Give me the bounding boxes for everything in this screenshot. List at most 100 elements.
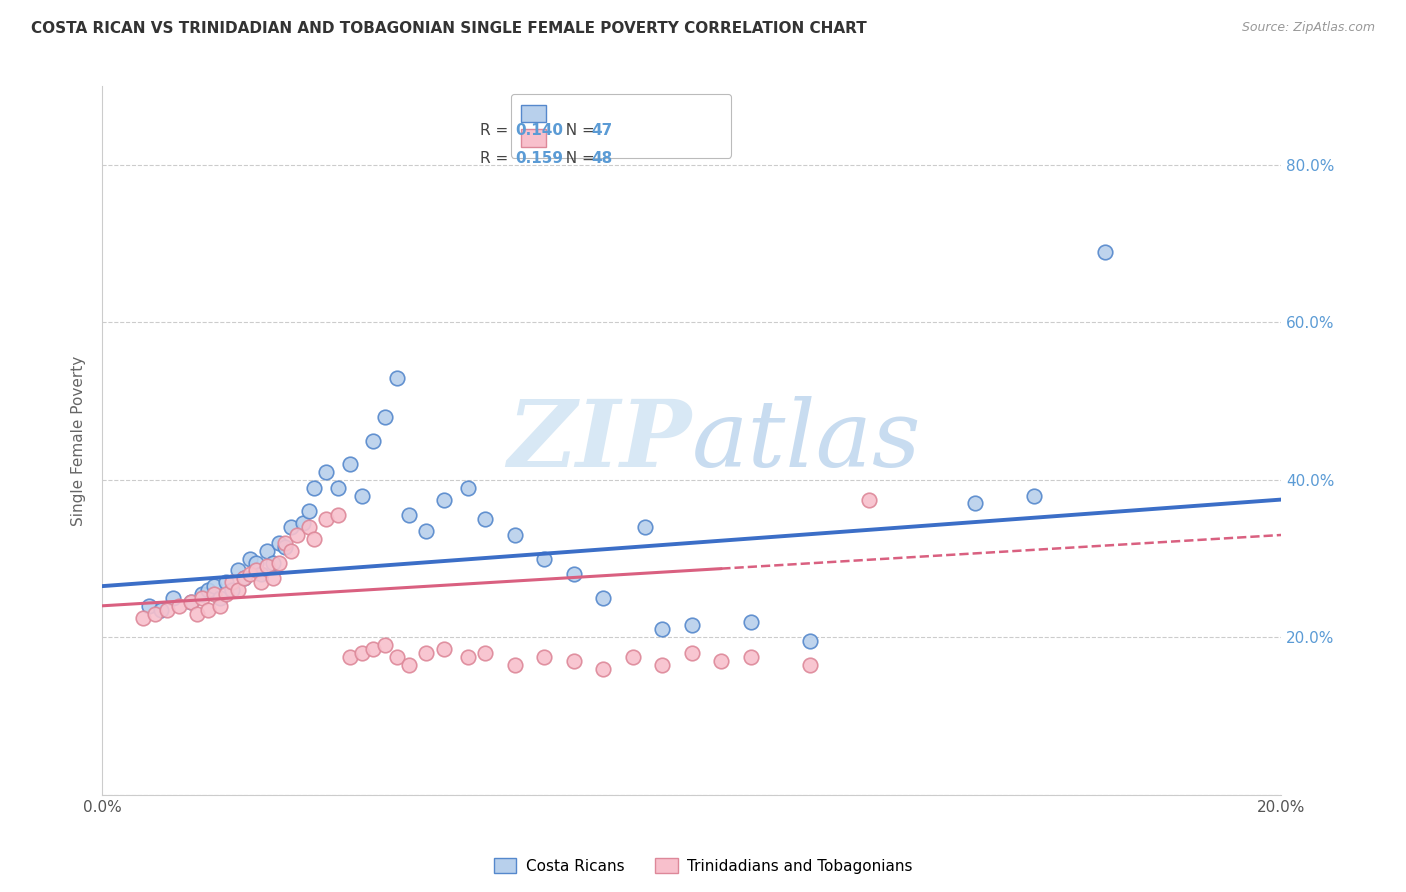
Text: ZIP: ZIP xyxy=(508,395,692,485)
Point xyxy=(256,559,278,574)
Y-axis label: Single Female Poverty: Single Female Poverty xyxy=(72,355,86,525)
Point xyxy=(186,607,208,621)
Point xyxy=(457,650,479,665)
Text: R =: R = xyxy=(479,123,513,137)
Point xyxy=(304,481,326,495)
Text: Source: ZipAtlas.com: Source: ZipAtlas.com xyxy=(1241,21,1375,35)
Point xyxy=(138,599,160,613)
Point xyxy=(385,650,408,665)
Legend:                                   ,                                   : , xyxy=(510,94,731,158)
Point xyxy=(339,650,361,665)
Point xyxy=(304,532,326,546)
Point xyxy=(256,543,278,558)
Point xyxy=(245,556,267,570)
Point xyxy=(297,504,319,518)
Point xyxy=(143,607,166,621)
Point xyxy=(315,512,337,526)
Point xyxy=(398,657,420,672)
Point xyxy=(202,587,225,601)
Point xyxy=(262,571,284,585)
Point xyxy=(197,603,219,617)
Point xyxy=(1022,489,1045,503)
Point xyxy=(621,650,644,665)
Point xyxy=(215,575,238,590)
Text: 48: 48 xyxy=(592,151,613,166)
Point xyxy=(503,528,526,542)
Point xyxy=(858,492,880,507)
Point xyxy=(326,481,349,495)
Text: atlas: atlas xyxy=(692,395,921,485)
Point xyxy=(232,571,254,585)
Point xyxy=(681,618,703,632)
Point xyxy=(562,567,585,582)
Point xyxy=(274,536,297,550)
Point xyxy=(433,492,456,507)
Point xyxy=(633,520,655,534)
Point xyxy=(533,650,555,665)
Point xyxy=(274,540,297,554)
Point xyxy=(180,595,202,609)
Point xyxy=(474,512,496,526)
Point xyxy=(245,563,267,577)
Point xyxy=(533,551,555,566)
Point xyxy=(232,571,254,585)
Point xyxy=(326,508,349,523)
Point xyxy=(221,583,243,598)
Point xyxy=(398,508,420,523)
Text: COSTA RICAN VS TRINIDADIAN AND TOBAGONIAN SINGLE FEMALE POVERTY CORRELATION CHAR: COSTA RICAN VS TRINIDADIAN AND TOBAGONIA… xyxy=(31,21,866,37)
Point xyxy=(415,524,437,538)
Point xyxy=(363,642,385,657)
Point xyxy=(799,657,821,672)
Point xyxy=(209,599,232,613)
Text: N =: N = xyxy=(557,151,600,166)
Point xyxy=(209,591,232,605)
Point xyxy=(433,642,456,657)
Point xyxy=(280,543,302,558)
Point xyxy=(132,610,155,624)
Point xyxy=(250,567,273,582)
Point xyxy=(374,409,396,424)
Point xyxy=(457,481,479,495)
Point xyxy=(250,575,273,590)
Point xyxy=(180,595,202,609)
Point xyxy=(191,587,214,601)
Text: R =: R = xyxy=(479,151,513,166)
Point xyxy=(740,650,762,665)
Point xyxy=(474,646,496,660)
Point xyxy=(562,654,585,668)
Point xyxy=(592,591,614,605)
Point xyxy=(592,662,614,676)
Point xyxy=(167,599,190,613)
Point xyxy=(150,603,173,617)
Point xyxy=(1094,244,1116,259)
Point xyxy=(267,536,290,550)
Point xyxy=(740,615,762,629)
Point xyxy=(156,603,179,617)
Point xyxy=(285,528,308,542)
Point xyxy=(280,520,302,534)
Point xyxy=(202,579,225,593)
Point xyxy=(710,654,733,668)
Text: 47: 47 xyxy=(592,123,613,137)
Point xyxy=(963,496,986,510)
Point xyxy=(226,563,249,577)
Point xyxy=(239,551,262,566)
Point xyxy=(651,657,673,672)
Point xyxy=(374,638,396,652)
Point xyxy=(162,591,184,605)
Point xyxy=(221,575,243,590)
Text: 0.159: 0.159 xyxy=(515,151,562,166)
Point xyxy=(267,556,290,570)
Point xyxy=(226,583,249,598)
Point xyxy=(651,623,673,637)
Point xyxy=(339,457,361,471)
Point xyxy=(350,646,373,660)
Point xyxy=(799,634,821,648)
Point xyxy=(681,646,703,660)
Text: 0.140: 0.140 xyxy=(515,123,562,137)
Legend: Costa Ricans, Trinidadians and Tobagonians: Costa Ricans, Trinidadians and Tobagonia… xyxy=(488,852,918,880)
Point xyxy=(503,657,526,672)
Point xyxy=(239,567,262,582)
Point xyxy=(315,465,337,479)
Point xyxy=(297,520,319,534)
